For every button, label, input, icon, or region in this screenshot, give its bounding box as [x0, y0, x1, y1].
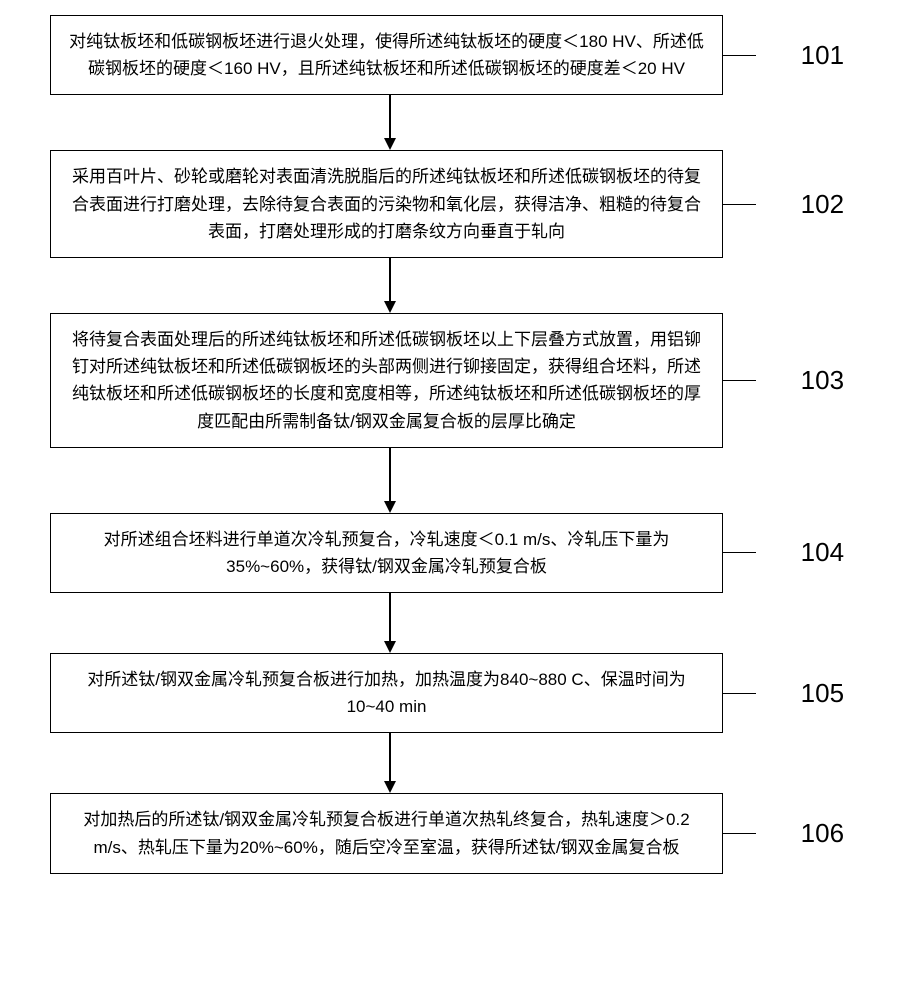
step-text: 对加热后的所述钛/钢双金属冷轧预复合板进行单道次热轧终复合，热轧速度＞0.2 m…	[83, 810, 689, 856]
process-flowchart: 对纯钛板坯和低碳钢板坯进行退火处理，使得所述纯钛板坯的硬度＜180 HV、所述低…	[50, 15, 860, 874]
step-row-103: 将待复合表面处理后的所述纯钛板坯和所述低碳钢板坯以上下层叠方式放置，用铝铆钉对所…	[50, 313, 860, 448]
connector-line	[723, 833, 756, 834]
connector-line	[723, 380, 756, 381]
connector-line	[723, 55, 756, 56]
arrow-head-icon	[384, 641, 396, 653]
step-box-104: 对所述组合坯料进行单道次冷轧预复合，冷轧速度＜0.1 m/s、冷轧压下量为35%…	[50, 513, 723, 593]
step-text: 将待复合表面处理后的所述纯钛板坯和所述低碳钢板坯以上下层叠方式放置，用铝铆钉对所…	[72, 330, 701, 431]
step-row-101: 对纯钛板坯和低碳钢板坯进行退火处理，使得所述纯钛板坯的硬度＜180 HV、所述低…	[50, 15, 860, 95]
step-box-101: 对纯钛板坯和低碳钢板坯进行退火处理，使得所述纯钛板坯的硬度＜180 HV、所述低…	[50, 15, 723, 95]
arrow-line	[389, 733, 391, 781]
step-text: 对纯钛板坯和低碳钢板坯进行退火处理，使得所述纯钛板坯的硬度＜180 HV、所述低…	[69, 32, 704, 78]
step-box-102: 采用百叶片、砂轮或磨轮对表面清洗脱脂后的所述纯钛板坯和所述低碳钢板坯的待复合表面…	[50, 150, 723, 258]
step-label-105: 105	[801, 678, 860, 709]
step-label-101: 101	[801, 40, 860, 71]
step-text: 采用百叶片、砂轮或磨轮对表面清洗脱脂后的所述纯钛板坯和所述低碳钢板坯的待复合表面…	[72, 167, 701, 240]
arrow-line	[389, 448, 391, 501]
step-box-105: 对所述钛/钢双金属冷轧预复合板进行加热，加热温度为840~880 C、保温时间为…	[50, 653, 723, 733]
arrow-head-icon	[384, 501, 396, 513]
step-row-106: 对加热后的所述钛/钢双金属冷轧预复合板进行单道次热轧终复合，热轧速度＞0.2 m…	[50, 793, 860, 873]
step-box-103: 将待复合表面处理后的所述纯钛板坯和所述低碳钢板坯以上下层叠方式放置，用铝铆钉对所…	[50, 313, 723, 448]
step-label-103: 103	[801, 365, 860, 396]
arrow-head-icon	[384, 781, 396, 793]
arrow-down	[50, 448, 730, 513]
step-text: 对所述钛/钢双金属冷轧预复合板进行加热，加热温度为840~880 C、保温时间为…	[87, 670, 685, 716]
arrow-line	[389, 95, 391, 138]
step-row-105: 对所述钛/钢双金属冷轧预复合板进行加热，加热温度为840~880 C、保温时间为…	[50, 653, 860, 733]
step-box-106: 对加热后的所述钛/钢双金属冷轧预复合板进行单道次热轧终复合，热轧速度＞0.2 m…	[50, 793, 723, 873]
connector-line	[723, 204, 756, 205]
step-label-106: 106	[801, 818, 860, 849]
arrow-down	[50, 733, 730, 793]
step-label-104: 104	[801, 537, 860, 568]
arrow-head-icon	[384, 301, 396, 313]
step-row-102: 采用百叶片、砂轮或磨轮对表面清洗脱脂后的所述纯钛板坯和所述低碳钢板坯的待复合表面…	[50, 150, 860, 258]
arrow-down	[50, 95, 730, 150]
arrow-line	[389, 258, 391, 301]
arrow-line	[389, 593, 391, 641]
connector-line	[723, 693, 756, 694]
arrow-down	[50, 258, 730, 313]
step-text: 对所述组合坯料进行单道次冷轧预复合，冷轧速度＜0.1 m/s、冷轧压下量为35%…	[104, 530, 670, 576]
arrow-down	[50, 593, 730, 653]
arrow-head-icon	[384, 138, 396, 150]
step-label-102: 102	[801, 189, 860, 220]
connector-line	[723, 552, 756, 553]
step-row-104: 对所述组合坯料进行单道次冷轧预复合，冷轧速度＜0.1 m/s、冷轧压下量为35%…	[50, 513, 860, 593]
